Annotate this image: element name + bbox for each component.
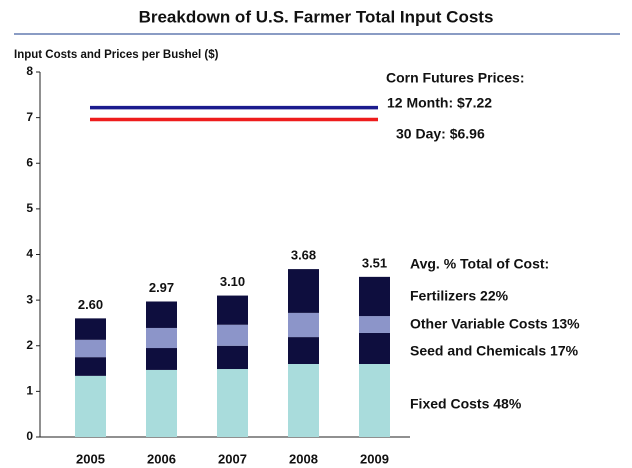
bar-segment <box>288 312 319 338</box>
bar-segment <box>146 301 177 328</box>
legend-label: Other Variable Costs 13% <box>410 316 580 332</box>
y-tick-label: 5 <box>26 201 33 215</box>
bar-segment <box>75 357 106 376</box>
bar-segment <box>75 318 106 340</box>
bar-segment <box>288 364 319 437</box>
x-tick-label: 2008 <box>289 451 318 466</box>
y-tick-label: 3 <box>26 292 33 306</box>
total-label: 3.51 <box>362 255 387 270</box>
y-tick-label: 0 <box>26 429 33 443</box>
y-tick-label: 1 <box>26 384 33 398</box>
total-label: 2.60 <box>78 297 103 312</box>
x-tick-label: 2005 <box>76 451 105 466</box>
bar-segment <box>359 276 390 317</box>
y-tick-label: 2 <box>26 338 33 352</box>
y-tick-label: 7 <box>26 110 33 124</box>
futures-label: 12 Month: $7.22 <box>387 95 492 111</box>
bar-segment <box>217 324 248 346</box>
chart-title: Breakdown of U.S. Farmer Total Input Cos… <box>139 7 494 26</box>
bar-segment <box>288 337 319 364</box>
total-label: 2.97 <box>149 280 174 295</box>
legend-label: Seed and Chemicals 17% <box>410 343 579 359</box>
bar-segment <box>288 269 319 313</box>
x-tick-label: 2007 <box>218 451 247 466</box>
x-tick-label: 2006 <box>147 451 176 466</box>
bar-segment <box>217 295 248 325</box>
y-tick-label: 4 <box>26 247 33 261</box>
x-tick-label: 2009 <box>360 451 389 466</box>
futures-label: 30 Day: $6.96 <box>396 126 485 142</box>
bar-segment <box>217 345 248 370</box>
futures-title: Corn Futures Prices: <box>386 70 524 86</box>
total-label: 3.68 <box>291 248 316 263</box>
legend-label: Fixed Costs 48% <box>410 396 522 412</box>
bar-segment <box>217 369 248 437</box>
bar-segment <box>146 348 177 370</box>
bar-segment <box>75 375 106 437</box>
bar-segment <box>359 364 390 437</box>
y-tick-label: 8 <box>26 64 33 78</box>
total-label: 3.10 <box>220 274 245 289</box>
bar-segment <box>75 339 106 358</box>
y-axis-label: Input Costs and Prices per Bushel ($) <box>14 49 219 61</box>
bar-segment <box>359 316 390 333</box>
y-tick-label: 6 <box>26 155 33 169</box>
bar-segment <box>146 327 177 349</box>
legend-label: Fertilizers 22% <box>410 288 509 304</box>
bar-segment <box>146 369 177 437</box>
bar-segment <box>359 332 390 364</box>
legend-title: Avg. % Total of Cost: <box>410 256 549 272</box>
